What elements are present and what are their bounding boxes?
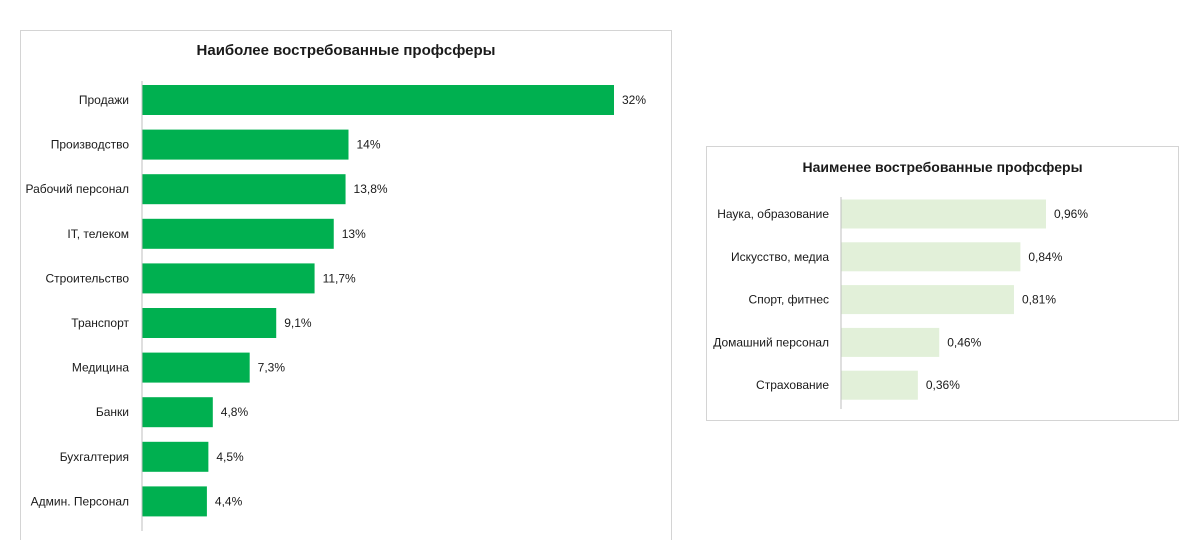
value-label: 4,5% [216,450,244,464]
bar [142,263,315,294]
value-label: 13% [342,227,366,241]
category-label: Продажи [79,93,129,107]
bar [142,218,334,249]
category-label: Производство [51,138,130,152]
category-label: Бухгалтерия [60,450,129,464]
bar [841,242,1021,272]
bar [142,397,213,428]
value-label: 13,8% [354,182,388,196]
bar [142,174,346,205]
value-label: 0,36% [926,378,960,392]
category-label: Админ. Персонал [31,494,129,508]
category-label: Строительство [45,271,129,285]
value-label: 4,4% [215,494,243,508]
category-label: Наука, образование [717,207,829,221]
bar [142,129,349,160]
category-label: Домашний персонал [713,335,829,349]
bar [841,370,918,400]
bar [841,327,940,357]
most-demanded-chart-panel: Наиболее востребованные профсферы Продаж… [20,30,672,540]
category-label: Страхование [756,378,829,392]
value-label: 9,1% [284,316,312,330]
chart-title: Наименее востребованные профсферы [802,159,1083,175]
category-label: IT, телеком [67,227,129,241]
bar [841,285,1014,315]
value-label: 0,46% [947,335,981,349]
category-label: Транспорт [71,316,129,330]
bar [142,352,250,383]
value-label: 0,84% [1028,250,1062,264]
value-label: 32% [622,93,646,107]
value-label: 11,7% [323,271,356,285]
category-label: Медицина [72,361,129,375]
bar [142,85,614,115]
value-label: 4,8% [221,405,249,419]
category-label: Рабочий персонал [25,182,129,196]
chart-title: Наиболее востребованные профсферы [196,42,496,59]
category-label: Спорт, фитнес [749,293,829,307]
bar [142,308,277,338]
value-label: 0,96% [1054,207,1088,221]
value-label: 0,81% [1022,293,1056,307]
value-label: 14% [357,138,381,152]
bar [841,199,1046,229]
bar [142,486,207,517]
least-demanded-chart: Наука, образование 0,96% Искусство, медиа 0… [713,197,1088,409]
category-label: Искусство, медиа [731,250,829,264]
bar [142,441,209,472]
most-demanded-chart: Продажи 32% Производство 14% Рабочий персона… [25,81,646,531]
least-demanded-chart-panel: Наименее востребованные профсферы Наука,… [706,146,1179,421]
value-label: 7,3% [258,361,286,375]
category-label: Банки [96,405,129,419]
